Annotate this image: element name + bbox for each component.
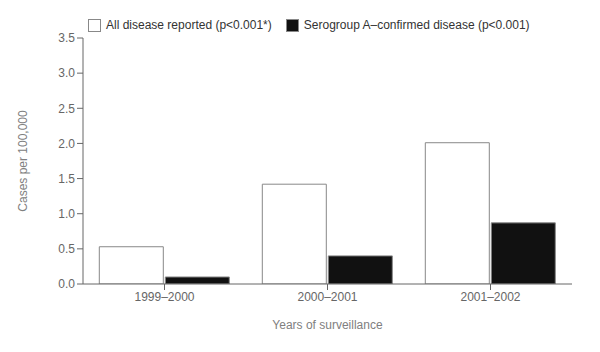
svg-text:3.0: 3.0 [58, 66, 75, 80]
svg-text:2000–2001: 2000–2001 [297, 290, 357, 304]
svg-text:1.5: 1.5 [58, 172, 75, 186]
svg-text:2001–2002: 2001–2002 [460, 290, 520, 304]
svg-text:0.5: 0.5 [58, 242, 75, 256]
html-text:All disease reported (p<0.001*: All disease reported (p<0.001*) [106, 18, 272, 32]
svg-text:2.5: 2.5 [58, 102, 75, 116]
svg-text:2.0: 2.0 [58, 137, 75, 151]
svg-text:1.0: 1.0 [58, 207, 75, 221]
svg-text:3.5: 3.5 [58, 31, 75, 45]
svg-text:1999–2000: 1999–2000 [134, 290, 194, 304]
html-text:Serogroup A–confirmed disease: Serogroup A–confirmed disease (p<0.001) [303, 18, 530, 32]
svg-text:Cases per 100,000: Cases per 100,000 [16, 110, 30, 212]
svg-text:Years of surveillance: Years of surveillance [272, 318, 383, 332]
svg-text:0.0: 0.0 [58, 277, 75, 291]
